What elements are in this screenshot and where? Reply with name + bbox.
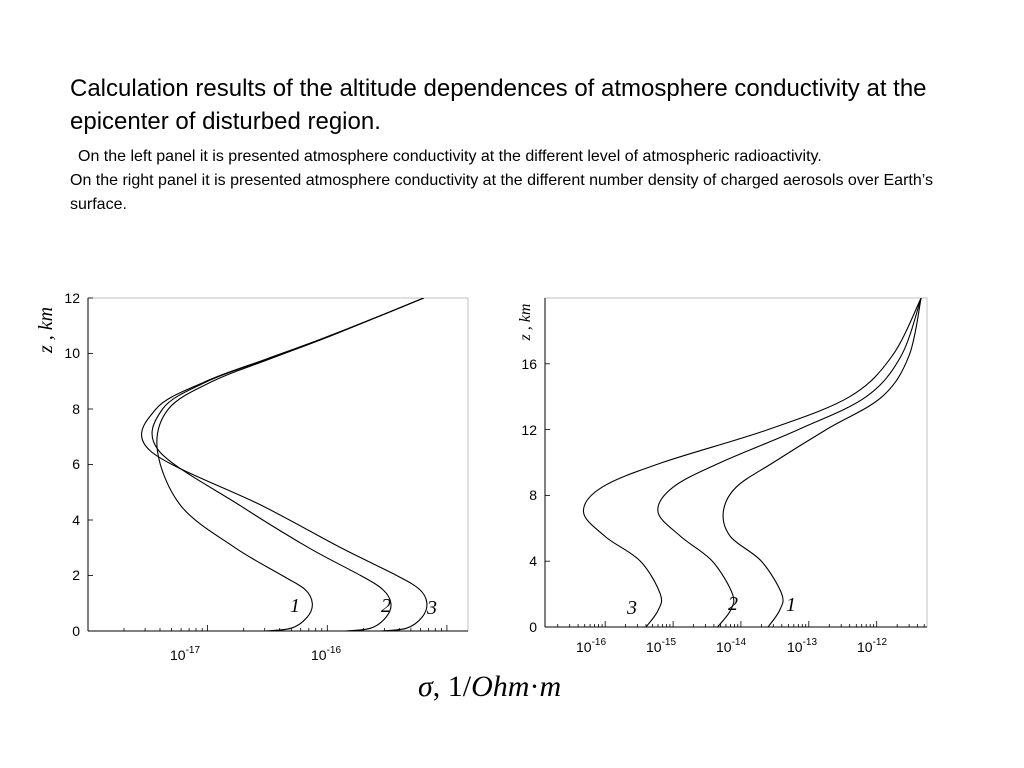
right-series-1-line [722, 298, 922, 627]
x-unit-comma: , [432, 670, 441, 703]
left-y-tick-label-6: 6 [72, 456, 80, 472]
right-x-minor-ticks [557, 621, 925, 627]
right-y-tick-label-4: 4 [529, 553, 537, 569]
left-y-tick-label-2: 2 [72, 567, 80, 583]
right-curve-label-2: 2 [728, 593, 738, 615]
x-unit-m: m [539, 670, 562, 703]
x-axis-unit-label: σ, 1/Ohm·m [418, 670, 561, 704]
description-left-panel: On the left panel it is presented atmosp… [78, 148, 822, 165]
right-y-tick-label-8: 8 [529, 487, 537, 503]
description-right-panel: On the right panel it is presented atmos… [70, 172, 934, 213]
left-series-3-line [141, 298, 428, 631]
right-curve-label-1: 1 [786, 594, 796, 616]
slide-title: Calculation results of the altitude depe… [70, 75, 927, 135]
left-y-tick-label-4: 4 [72, 512, 80, 528]
right-x-tick-label-1e-14: 10-14 [716, 637, 746, 655]
left-x-minor-ticks [87, 625, 448, 631]
left-y-ticks [88, 297, 93, 632]
left-y-tick-label-10: 10 [64, 345, 80, 361]
right-x-tick-label-1e-16: 10-16 [576, 637, 606, 655]
right-curve-label-3: 3 [626, 597, 637, 619]
right-series-3-line [582, 298, 922, 627]
left-x-tick-label-1e-17: 10-17 [170, 645, 200, 663]
x-unit-slash: / [462, 670, 472, 703]
right-chart: 0 4 8 12 16 10-16 10-15 10-14 10-13 10-1… [517, 297, 928, 655]
right-x-tick-label-1e-13: 10-13 [787, 637, 817, 655]
left-x-tick-label-1e-16: 10-16 [311, 645, 341, 663]
left-series-1-line [156, 298, 424, 631]
right-plot-frame [544, 297, 928, 628]
right-y-axis-label: z , km [517, 304, 534, 342]
x-unit-sigma: σ [418, 670, 433, 703]
left-series-2-line [151, 298, 424, 631]
right-x-tick-label-1e-15: 10-15 [646, 637, 676, 655]
left-curve-label-2: 2 [381, 595, 391, 617]
right-series-2-line [657, 298, 922, 627]
x-unit-dot: · [529, 670, 540, 703]
left-plot-frame [87, 297, 469, 632]
right-x-tick-label-1e-12: 10-12 [857, 637, 887, 655]
x-unit-ohm: Ohm [471, 670, 530, 703]
slide-description: On the left panel it is presented atmosp… [70, 145, 970, 217]
left-y-axis-label: z , km [35, 307, 57, 354]
left-y-tick-label-8: 8 [72, 401, 80, 417]
left-curve-label-3: 3 [426, 597, 437, 619]
right-y-tick-label-0: 0 [529, 619, 537, 635]
left-y-tick-label-12: 12 [64, 290, 80, 306]
right-y-ticks [545, 363, 550, 628]
left-chart: 0 2 4 6 8 10 12 10-17 10-16 z , km 1 2 3 [35, 290, 469, 663]
right-y-tick-label-12: 12 [521, 422, 537, 438]
left-curve-label-1: 1 [290, 595, 300, 617]
x-unit-one: 1 [447, 670, 463, 703]
left-y-tick-label-0: 0 [72, 623, 80, 639]
right-y-tick-label-16: 16 [521, 356, 537, 372]
